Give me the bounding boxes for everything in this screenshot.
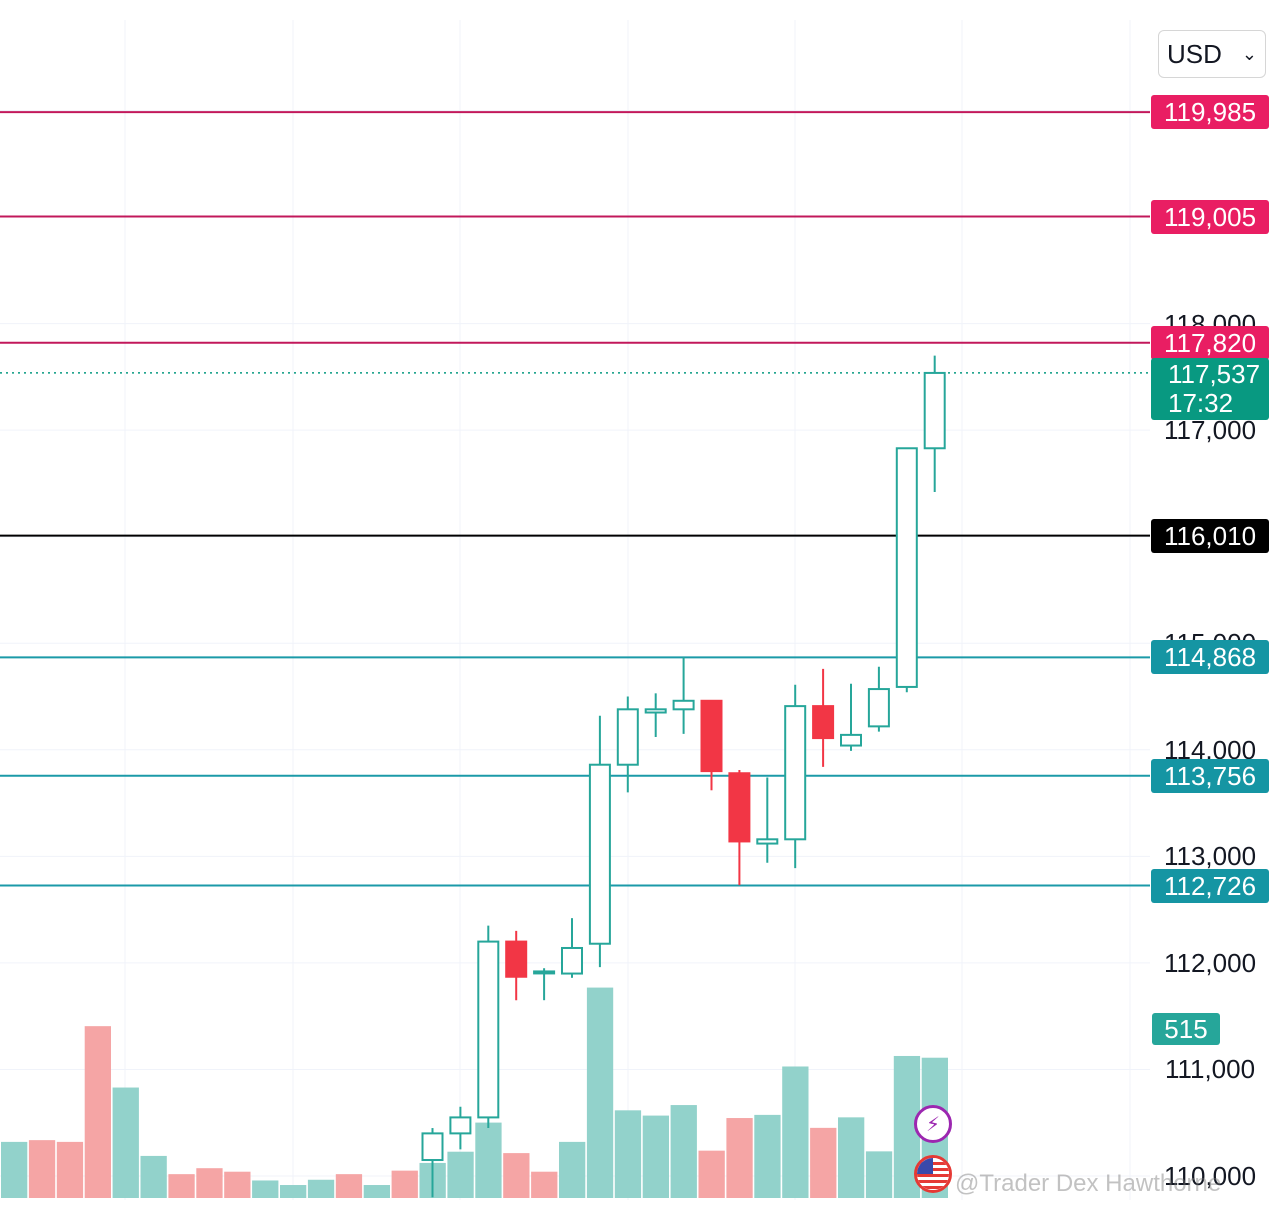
- candle-body: [561, 946, 583, 975]
- candle-body: [616, 708, 639, 766]
- volume-bar: [28, 1140, 56, 1198]
- candle: [756, 777, 779, 863]
- candle-body: [812, 705, 835, 740]
- volume-bar: [810, 1127, 837, 1198]
- volume-bars: [1, 987, 948, 1198]
- current-price: 117,537: [1168, 359, 1261, 389]
- volume-bar: [475, 1122, 502, 1198]
- candle: [588, 715, 611, 968]
- volume-bar: [782, 1066, 809, 1198]
- volume-bar: [838, 1117, 865, 1198]
- candle-body: [923, 371, 946, 450]
- candle: [923, 355, 946, 492]
- chevron-down-icon: ⌄: [1241, 43, 1257, 64]
- candle-body: [840, 733, 862, 747]
- level-label-resistance: 119,985: [1151, 95, 1269, 130]
- candle: [840, 683, 862, 751]
- volume-bar: [56, 1141, 84, 1198]
- level-label-support: 113,756: [1151, 758, 1269, 793]
- us-flag-icon[interactable]: [914, 1155, 952, 1193]
- candle-body: [505, 940, 528, 978]
- volume-bar: [252, 1180, 279, 1198]
- volume-bar: [84, 1026, 111, 1198]
- us-flag-graphic: [917, 1158, 949, 1190]
- volume-bar: [754, 1114, 781, 1198]
- candle: [812, 668, 835, 767]
- chart-grid: [0, 20, 1150, 1200]
- candle: [672, 657, 695, 734]
- currency-label: USD: [1167, 38, 1222, 69]
- watermark: @Trader Dex Hawthorne: [955, 1170, 1222, 1197]
- candle: [784, 684, 807, 869]
- axis-tick-label: 112,000: [1163, 947, 1257, 978]
- volume-bar: [531, 1171, 558, 1198]
- candle: [533, 968, 556, 1001]
- candle-body: [895, 447, 918, 688]
- candle: [449, 1106, 472, 1150]
- volume-readout: 515: [1152, 1013, 1220, 1045]
- volume-bar: [335, 1174, 363, 1198]
- candlesticks: [421, 355, 946, 1198]
- candle: [421, 1128, 444, 1198]
- level-label-support: 112,726: [1151, 868, 1269, 903]
- candle: [477, 925, 500, 1129]
- volume-bar: [670, 1105, 697, 1198]
- volume-bar: [865, 1151, 893, 1198]
- volume-bar: [196, 1168, 223, 1198]
- level-label-resistance: 119,005: [1151, 199, 1269, 234]
- volume-bar: [503, 1153, 530, 1198]
- candle: [505, 930, 528, 1001]
- candle: [728, 770, 751, 886]
- candle-body: [756, 838, 779, 845]
- axis-tick-label: 111,000: [1164, 1054, 1256, 1085]
- axis-tick-label: 110,000: [1163, 1161, 1257, 1191]
- candle: [895, 447, 918, 693]
- volume-bar: [391, 1170, 418, 1198]
- currency-select[interactable]: USD ⌄: [1158, 30, 1266, 78]
- candle-body: [700, 699, 723, 773]
- volume-bar: [168, 1174, 195, 1198]
- candle-body: [477, 940, 500, 1119]
- volume-bar: [140, 1155, 167, 1198]
- volume-bar: [698, 1150, 725, 1198]
- candle: [561, 918, 583, 978]
- horizontal-levels: [0, 111, 1150, 887]
- volume-bar: [307, 1179, 335, 1198]
- volume-bar: [112, 1087, 139, 1198]
- level-label-support: 114,868: [1151, 640, 1269, 675]
- candle: [644, 693, 667, 738]
- volume-bar: [1, 1141, 28, 1198]
- candle-body: [784, 705, 807, 841]
- candle-body: [728, 772, 751, 843]
- candle-body: [672, 699, 695, 711]
- candle-body: [449, 1116, 472, 1135]
- candle-countdown: 17:32: [1168, 388, 1234, 418]
- volume-bar: [586, 987, 614, 1198]
- candle: [700, 699, 723, 791]
- candle-body: [588, 763, 611, 945]
- candle: [867, 666, 890, 732]
- volume-bar: [280, 1185, 307, 1198]
- axis-tick-label: 117,000: [1163, 415, 1257, 446]
- candle-body: [867, 688, 890, 728]
- volume-bar: [224, 1171, 251, 1198]
- volume-bar: [363, 1185, 390, 1198]
- volume-bar: [447, 1151, 474, 1198]
- candle-body: [644, 708, 667, 714]
- volume-bar: [642, 1115, 669, 1198]
- axis-tick-label: 113,000: [1163, 841, 1257, 872]
- volume-bar: [559, 1141, 586, 1198]
- candle: [616, 696, 639, 793]
- lightning-icon[interactable]: ⚡: [914, 1105, 952, 1143]
- current-price-label: 117,537 17:32: [1151, 358, 1269, 420]
- level-label-resistance: 117,820: [1151, 325, 1269, 360]
- level-label-key: 116,010: [1151, 518, 1269, 553]
- volume-bar: [726, 1118, 753, 1198]
- volume-bar: [614, 1110, 642, 1198]
- candle-body: [533, 970, 556, 975]
- candle-body: [421, 1132, 444, 1162]
